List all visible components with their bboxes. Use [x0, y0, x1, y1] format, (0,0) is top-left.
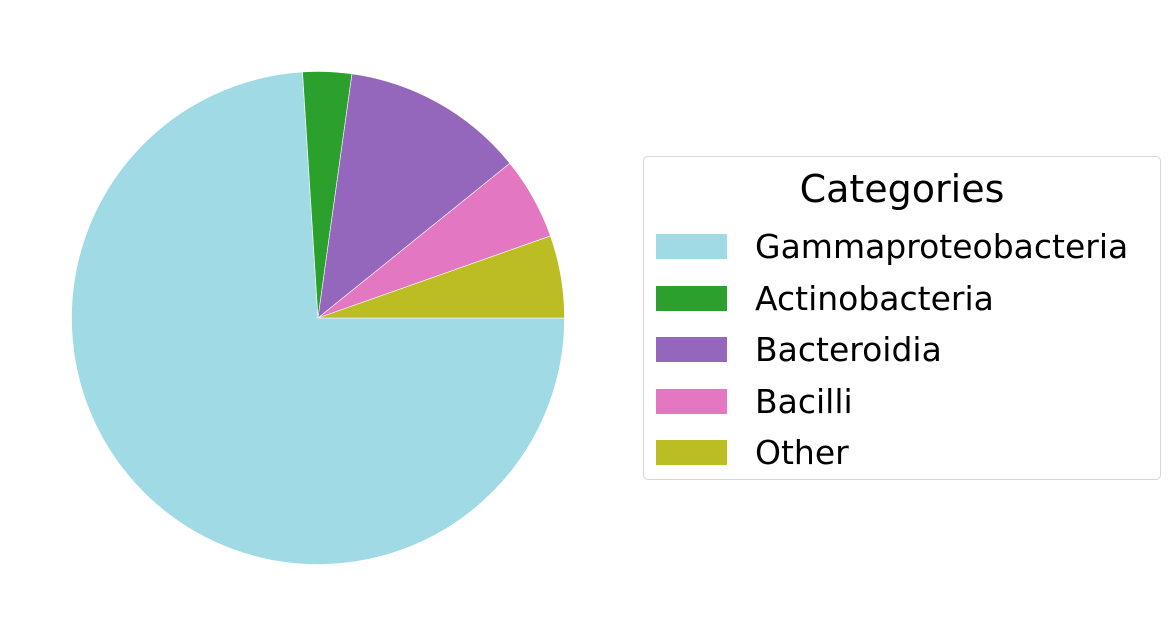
legend-item-other: Other [656, 427, 1128, 479]
legend-label: Actinobacteria [755, 278, 994, 318]
legend-swatch [656, 388, 727, 414]
legend-swatch [656, 440, 727, 466]
legend-label: Bacilli [755, 381, 853, 421]
legend-item-gammaproteobacteria: Gammaproteobacteria [656, 221, 1128, 273]
legend-swatch [656, 234, 727, 260]
legend-label: Gammaproteobacteria [755, 227, 1129, 267]
legend: Categories Gammaproteobacteria Actinobac… [643, 156, 1161, 480]
legend-list: Gammaproteobacteria Actinobacteria Bacte… [656, 221, 1128, 479]
legend-title: Categories [799, 167, 1005, 211]
legend-label: Bacteroidia [755, 330, 942, 370]
legend-item-bacilli: Bacilli [656, 376, 1128, 428]
legend-item-actinobacteria: Actinobacteria [656, 273, 1128, 325]
legend-label: Other [755, 433, 849, 473]
pie-slice-other [317, 235, 565, 319]
legend-swatch [656, 337, 727, 363]
legend-swatch [656, 285, 727, 311]
pie-slice-bacteroidia [317, 73, 511, 319]
legend-item-bacteroidia: Bacteroidia [656, 324, 1128, 376]
